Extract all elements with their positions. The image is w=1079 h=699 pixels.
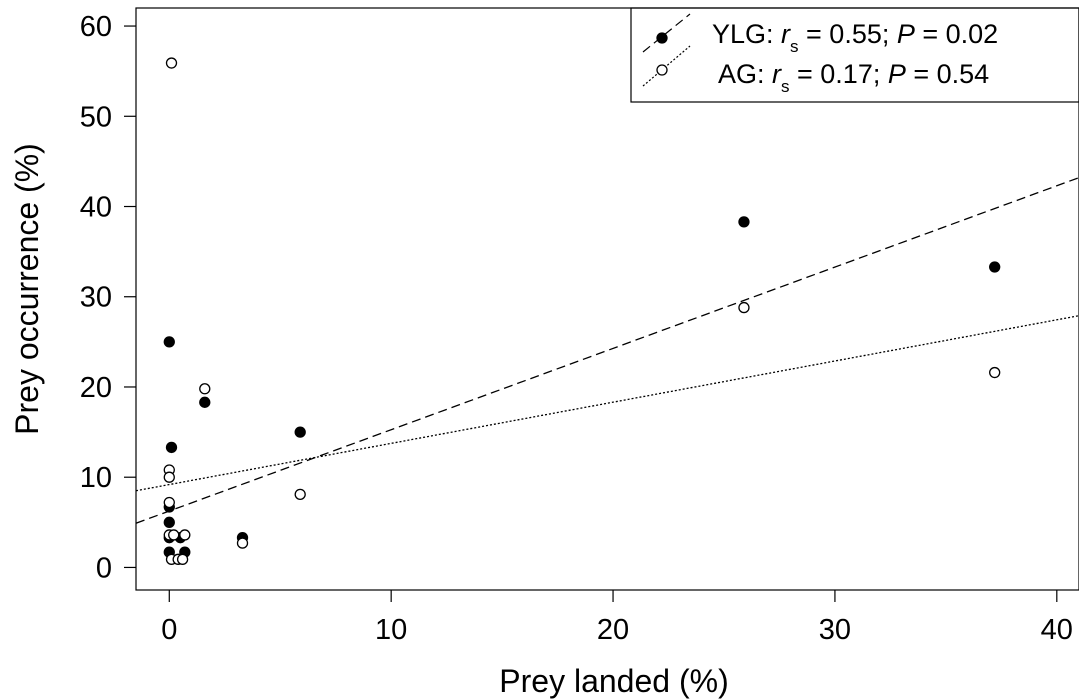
ag-point xyxy=(989,366,1001,379)
ag-legend-series-name: AG: xyxy=(718,59,772,89)
ylg-legend-marker xyxy=(656,32,668,44)
ag-legend-stat-value: = 0.17; xyxy=(790,59,888,89)
ylg-legend-series-name: YLG: xyxy=(712,19,781,49)
x-tick-label: 40 xyxy=(1041,614,1073,646)
ag-legend-p-symbol: P xyxy=(888,59,906,89)
y-tick-label: 10 xyxy=(80,462,112,494)
y-axis-title: Prey occurrence (%) xyxy=(9,143,45,435)
ylg-legend-stat-subscript: s xyxy=(790,37,799,56)
ag-point xyxy=(168,529,180,541)
y-tick-label: 40 xyxy=(80,192,112,224)
ag-point xyxy=(236,537,249,549)
ag-point xyxy=(163,471,175,483)
ag-point xyxy=(199,383,211,395)
ag-legend-label: AG: rs = 0.17; P = 0.54 xyxy=(718,59,989,96)
ylg-legend-p-value: = 0.02 xyxy=(915,19,998,49)
axes: 0 10 20 30 40 0 10 20 30 40 50 60 xyxy=(80,11,1073,646)
ylg-point xyxy=(163,336,175,348)
ag-legend-marker xyxy=(656,64,668,76)
ylg-point xyxy=(989,261,1001,273)
ag-point xyxy=(179,529,191,541)
ag-legend-p-value: = 0.54 xyxy=(906,59,989,89)
ylg-legend-stat-symbol: r xyxy=(781,19,791,49)
y-tick-label: 20 xyxy=(80,372,112,404)
ag-point xyxy=(738,301,750,314)
ylg-legend-line xyxy=(642,13,691,53)
ylg-point xyxy=(163,516,175,528)
ylg-point xyxy=(738,216,750,228)
legend-box xyxy=(630,7,1079,103)
ylg-point xyxy=(199,396,211,408)
x-tick-label: 30 xyxy=(819,614,851,646)
ylg-legend-label: YLG: rs = 0.55; P = 0.02 xyxy=(712,19,998,56)
ylg-point xyxy=(294,426,306,438)
x-tick-label: 10 xyxy=(375,614,407,646)
ag-point xyxy=(165,57,178,69)
x-tick-label: 20 xyxy=(597,614,629,646)
plot-frame xyxy=(135,7,1079,591)
ylg-point xyxy=(165,441,178,454)
ag-point xyxy=(163,496,175,509)
ag-point xyxy=(294,488,306,501)
x-axis-title: Prey landed (%) xyxy=(499,663,728,699)
y-tick-label: 30 xyxy=(80,282,112,314)
y-tick-label: 60 xyxy=(80,11,112,43)
ylg-legend-p-symbol: P xyxy=(897,19,915,49)
y-tick-label: 0 xyxy=(96,552,112,584)
ylg-legend-stat-value: = 0.55; xyxy=(799,19,897,49)
ag-point xyxy=(176,553,189,565)
y-tick-label: 50 xyxy=(80,101,112,133)
x-tick-label: 0 xyxy=(161,614,177,646)
ag-legend-stat-symbol: r xyxy=(772,59,782,89)
ag-legend-stat-subscript: s xyxy=(781,77,790,96)
plot-area xyxy=(136,57,1079,565)
